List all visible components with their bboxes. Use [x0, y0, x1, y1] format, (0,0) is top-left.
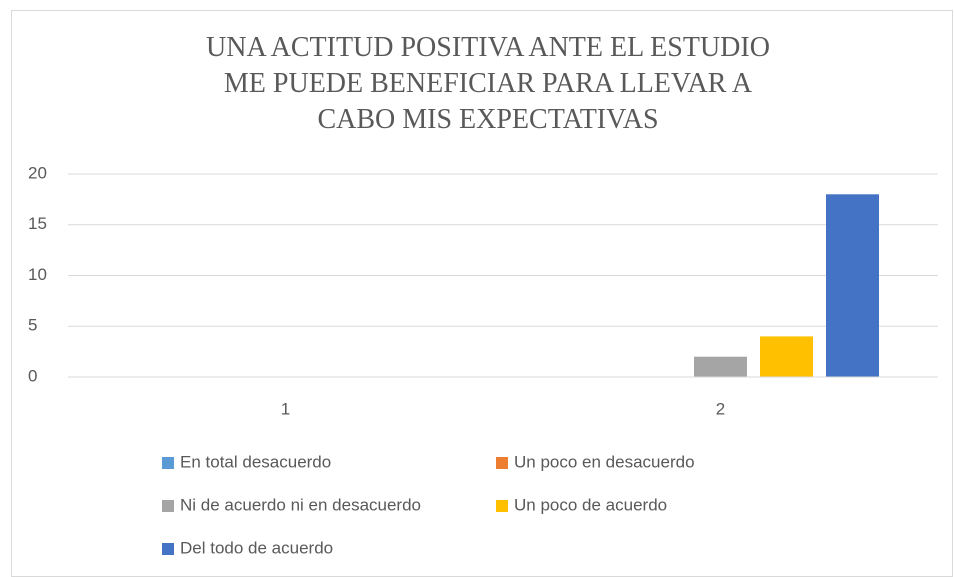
legend-label: Un poco de acuerdo — [514, 495, 667, 514]
legend-swatch — [162, 543, 174, 555]
legend-label: En total desacuerdo — [180, 452, 331, 471]
y-tick-label: 0 — [28, 366, 37, 385]
legend-swatch — [162, 457, 174, 469]
x-tick-label: 1 — [281, 399, 290, 418]
x-tick-label: 2 — [716, 399, 725, 418]
y-tick-label: 5 — [28, 316, 37, 335]
chart-title: UNA ACTITUD POSITIVA ANTE EL ESTUDIO ME … — [206, 32, 770, 135]
y-tick-label: 10 — [28, 265, 47, 284]
legend-label: Del todo de acuerdo — [180, 538, 333, 557]
legend-swatch — [162, 500, 174, 512]
bar — [694, 356, 747, 377]
bar — [826, 194, 879, 377]
legend-swatch — [496, 500, 508, 512]
legend-label: Un poco en desacuerdo — [514, 452, 695, 471]
legend-swatch — [496, 457, 508, 469]
y-tick-label: 15 — [28, 214, 47, 233]
legend-label: Ni de acuerdo ni en desacuerdo — [180, 495, 421, 514]
y-tick-label: 20 — [28, 163, 47, 182]
bar — [760, 336, 813, 377]
